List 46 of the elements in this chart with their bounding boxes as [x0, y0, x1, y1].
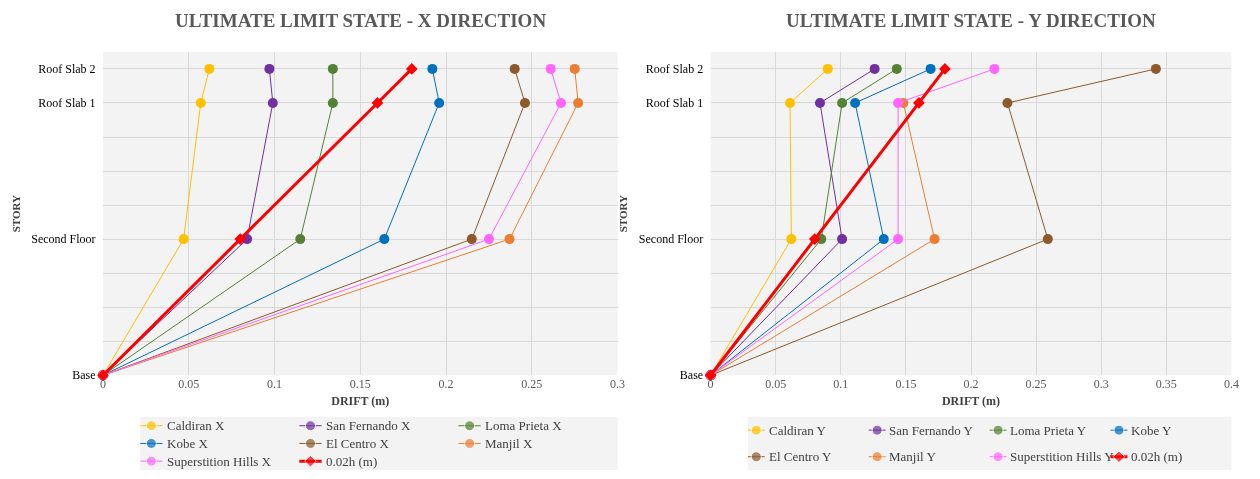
y-tick-label: Second Floor: [31, 232, 96, 247]
x-tick-label: 0.05: [765, 377, 787, 392]
y-tick-label: Base: [72, 368, 96, 383]
legend-label: Caldiran X: [167, 418, 226, 433]
x-tick-label: 0.15: [349, 377, 371, 392]
x-tick-label: 0.35: [1155, 377, 1177, 392]
x-tick-label: 0.2: [963, 377, 979, 392]
x-tick-label: 0.25: [521, 377, 543, 392]
x-tick-label: 0.1: [833, 377, 849, 392]
legend-label: El Centro Y: [769, 449, 832, 464]
x-tick-label: 0.3: [610, 377, 626, 392]
x-tick-label: 0.3: [1093, 377, 1109, 392]
x-axis-title: DRIFT (m): [331, 394, 390, 409]
legend-label: 0.02h (m): [1131, 449, 1183, 464]
legend-label: San Fernando X: [326, 418, 412, 433]
y-tick-label: Roof Slab 1: [38, 96, 96, 111]
legend-label: Caldiran Y: [769, 423, 827, 438]
y-tick-label: Base: [679, 368, 704, 383]
y-axis-title: STORY: [617, 194, 630, 233]
legend-label: Kobe Y: [1131, 423, 1172, 438]
y-tick-label: Roof Slab 1: [645, 96, 704, 111]
legend-label: Loma Prieta X: [485, 418, 563, 433]
legend-label: 0.02h (m): [326, 454, 378, 469]
x-tick-label: 0.05: [178, 377, 200, 392]
x-tick-label: 0.15: [895, 377, 917, 392]
legend-label: Manjil Y: [889, 449, 937, 464]
chart-title: ULTIMATE LIMIT STATE - X DIRECTION: [175, 10, 547, 31]
y-tick-label: Second Floor: [638, 232, 704, 247]
legend-label: Manjil X: [485, 436, 533, 451]
x-tick-label: 0: [707, 377, 714, 392]
legend-label: Superstition Hills Y: [1010, 449, 1115, 464]
legend-label: El Centro X: [326, 436, 390, 451]
legend-label: Loma Prieta Y: [1010, 423, 1087, 438]
legend-label: San Fernando Y: [889, 423, 974, 438]
y-axis-title: STORY: [9, 194, 22, 233]
legend-label: Kobe X: [167, 436, 209, 451]
x-tick-label: 0: [100, 377, 106, 392]
y-tick-label: Roof Slab 2: [38, 62, 96, 77]
x-axis-title: DRIFT (m): [941, 394, 1001, 409]
chart-title: ULTIMATE LIMIT STATE - Y DIRECTION: [786, 10, 1156, 31]
x-tick-label: 0.25: [1025, 377, 1047, 392]
x-tick-label: 0.1: [267, 377, 283, 392]
x-tick-label: 0.2: [438, 377, 454, 392]
legend-label: Superstition Hills X: [167, 454, 272, 469]
y-tick-label: Roof Slab 2: [645, 62, 704, 77]
x-tick-label: 0.4: [1223, 377, 1239, 392]
